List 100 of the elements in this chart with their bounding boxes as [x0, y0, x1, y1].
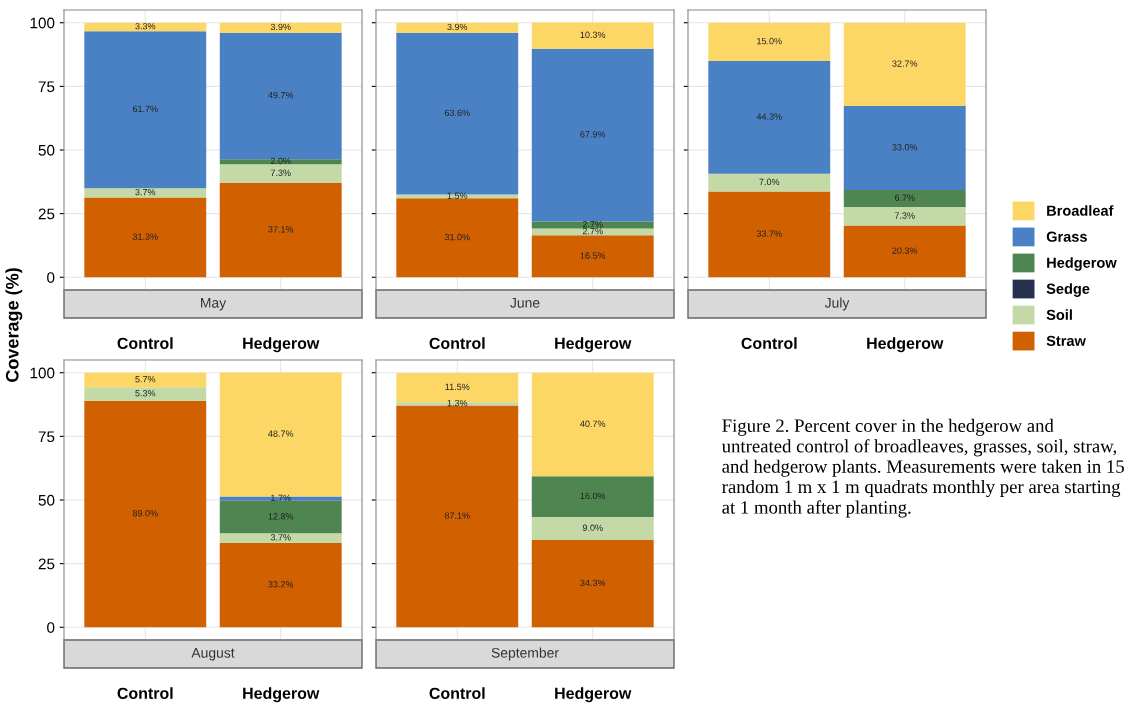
bar: [396, 198, 519, 278]
data-label: 48.7%: [268, 430, 294, 437]
data-label: 33.2%: [268, 581, 294, 588]
bar: [531, 48, 654, 222]
x-tick-label: Hedgerow: [867, 337, 944, 353]
legend-label: Grass: [1046, 231, 1087, 242]
bar: [708, 173, 831, 192]
caption: Figure 2. Percent cover in the hedgerow and untreated control of broadleaves, grasses, soil, straw, and hedgerow plants. Measurements were taken in 15 random 1 m x 1 m quadrats monthly per area starting at 1 month after planting.: [721, 418, 1124, 518]
data-label: 33.7%: [756, 230, 782, 237]
data-label: 10.3%: [580, 31, 606, 39]
bar: [84, 387, 207, 401]
y-tick-label: 0: [47, 622, 55, 633]
x-tick-label: Control: [741, 337, 797, 349]
y-tick-label: 0: [47, 272, 55, 283]
bar: [84, 22, 207, 32]
data-label: 67.9%: [580, 131, 606, 138]
data-label: 6.7%: [894, 194, 915, 201]
y-tick-label: 25: [38, 208, 55, 220]
data-label: 12.8%: [268, 513, 294, 520]
data-label: 15.0%: [757, 37, 782, 45]
data-label: 3.9%: [447, 23, 468, 31]
data-label: 7.3%: [894, 212, 915, 219]
x-tick-label: Control: [117, 687, 173, 699]
x-tick-label: Control: [429, 337, 485, 349]
data-label: 87.1%: [444, 512, 470, 519]
y-tick-label: 50: [38, 144, 55, 156]
x-tick-label: Hedgerow: [243, 337, 320, 353]
y-tick-label: 75: [38, 81, 55, 93]
data-label: 61.7%: [132, 105, 158, 113]
bar: [396, 22, 519, 33]
data-label: 2.7%: [582, 227, 603, 235]
text: June: [510, 298, 540, 308]
bar: [843, 105, 966, 190]
bar: [531, 372, 654, 477]
legend-label: Hedgerow: [1047, 257, 1117, 271]
legend-label: Straw: [1046, 335, 1086, 346]
data-label: 5.7%: [135, 376, 156, 383]
data-label: 16.0%: [580, 492, 606, 500]
legend-label: Soil: [1046, 309, 1072, 320]
legend-label: Broadleaf: [1047, 205, 1114, 216]
data-label: 33.0%: [892, 143, 918, 151]
text: August: [191, 648, 235, 661]
data-label: 31.3%: [132, 233, 158, 240]
data-label: 3.7%: [135, 188, 156, 196]
bar: [708, 22, 831, 61]
data-label: 2.7%: [582, 220, 603, 228]
bar: [531, 235, 654, 278]
x-tick-label: Hedgerow: [243, 687, 320, 703]
bar: [708, 191, 831, 278]
data-label: 3.3%: [135, 22, 156, 30]
data-label: 32.7%: [892, 60, 918, 67]
bar: [396, 402, 519, 406]
bar: [219, 542, 342, 628]
bar: [843, 207, 966, 226]
x-tick-label: Hedgerow: [555, 687, 632, 703]
data-label: 9.0%: [582, 524, 603, 531]
bar: [531, 22, 654, 49]
text: September: [491, 647, 559, 661]
data-label: 20.3%: [892, 247, 918, 254]
bar: [843, 22, 966, 106]
data-label: 34.3%: [580, 579, 606, 587]
bar: [219, 159, 342, 165]
x-tick-label: Control: [117, 337, 173, 349]
x-tick-label: Hedgerow: [555, 337, 632, 353]
data-label: 44.3%: [756, 113, 782, 120]
y-tick-label: 25: [38, 558, 55, 570]
bar: [84, 372, 207, 388]
bar: [843, 189, 966, 208]
bar: [219, 500, 342, 534]
y-tick-label: 50: [38, 494, 55, 506]
bar: [531, 517, 654, 540]
text: May: [201, 298, 227, 311]
y-tick-label: 100: [30, 367, 55, 379]
data-label: 7.3%: [270, 169, 291, 176]
data-label: 40.7%: [580, 420, 606, 427]
text: July: [824, 297, 850, 311]
data-label: 7.0%: [759, 178, 780, 186]
bar: [531, 476, 654, 518]
y-tick-label: 100: [30, 17, 55, 29]
data-label: 5.3%: [135, 390, 156, 397]
bar: [843, 225, 966, 278]
data-label: 31.0%: [444, 233, 470, 241]
bar: [531, 228, 654, 236]
bar: [84, 197, 207, 278]
data-label: 49.7%: [268, 91, 294, 99]
bar: [219, 182, 342, 278]
bar: [708, 60, 831, 174]
data-label: 63.6%: [444, 109, 470, 117]
data-label: 1.3%: [447, 399, 468, 407]
data-label: 16.5%: [580, 252, 606, 259]
bar: [531, 539, 654, 628]
bar: [219, 164, 342, 183]
data-label: 89.0%: [132, 510, 158, 517]
data-label: 3.7%: [270, 534, 291, 541]
bar: [219, 533, 342, 543]
legend-label: Sedge: [1046, 283, 1090, 297]
data-label: 37.1%: [268, 226, 294, 233]
bar: [84, 31, 207, 189]
bar: [219, 22, 342, 33]
y-tick-label: 75: [38, 431, 55, 443]
